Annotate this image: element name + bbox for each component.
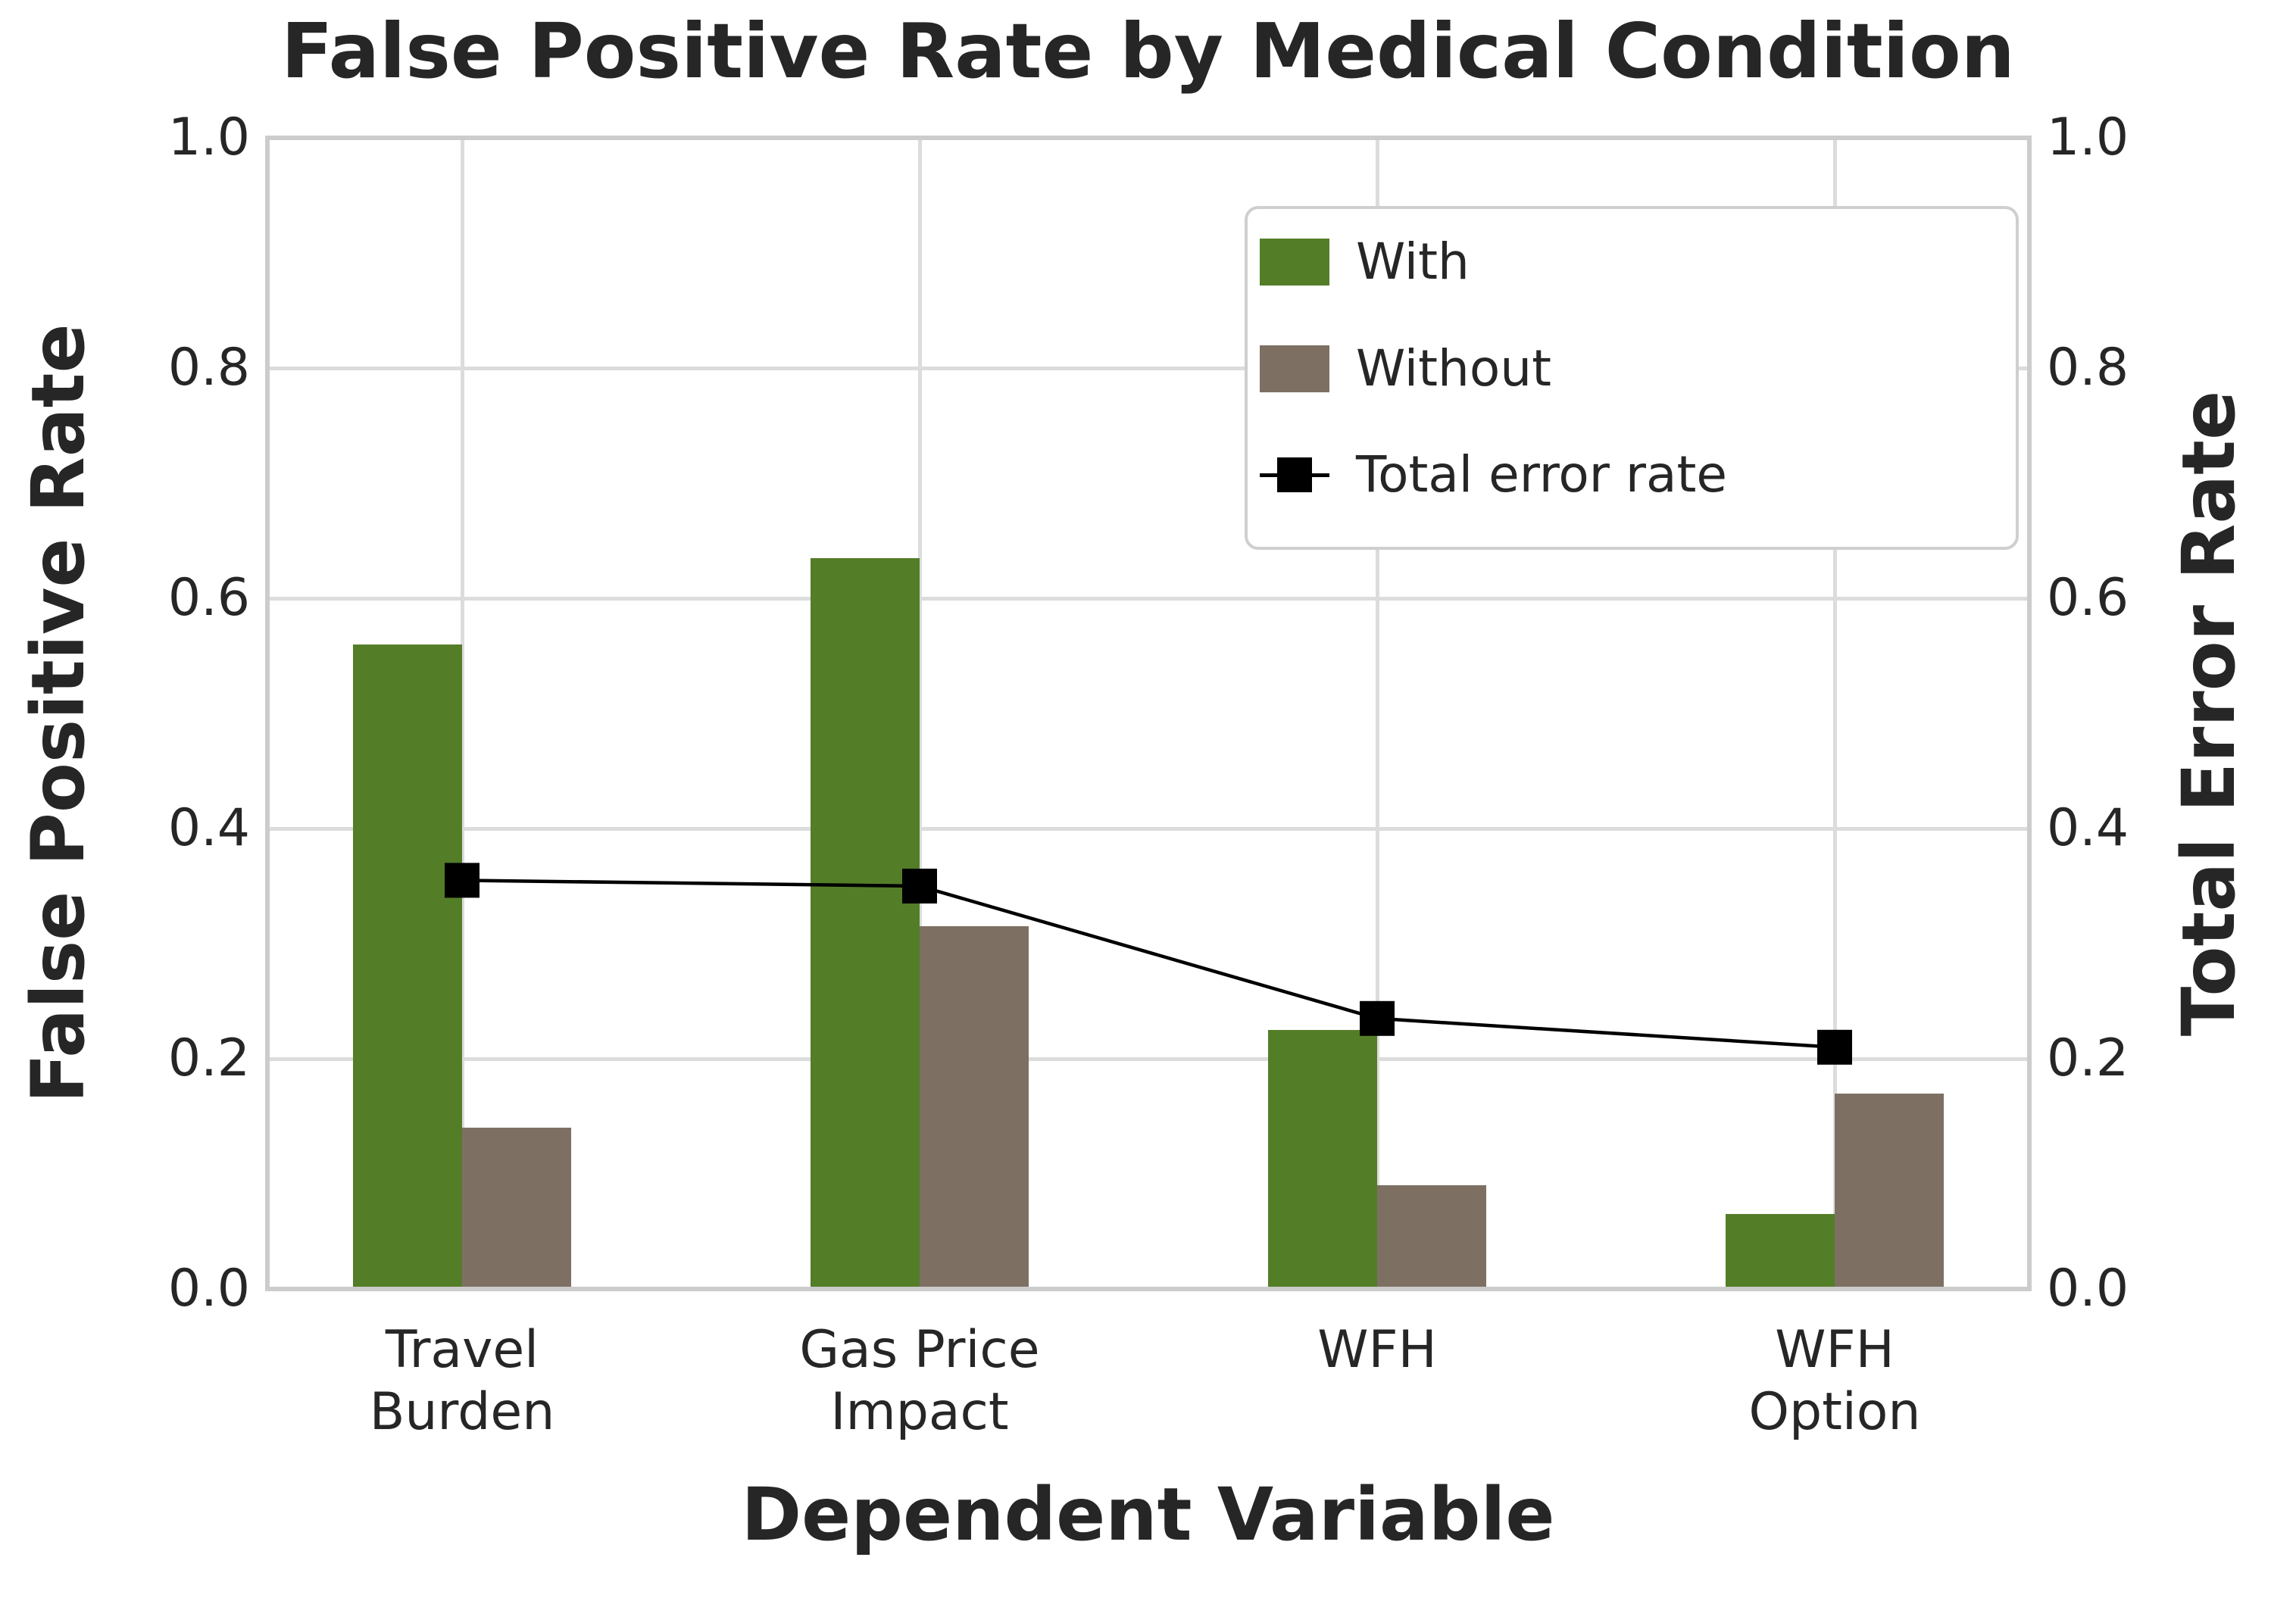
gridline-vertical-0 [460,138,464,1289]
gridline-vertical-1 [917,138,922,1289]
spine-top [267,136,2029,140]
bar-without-3 [1835,1093,1944,1289]
legend-square-marker-icon [1277,457,1312,492]
legend-swatch-with [1260,239,1329,286]
y-tick-left-0.0: 0.0 [167,1259,250,1319]
left-axis-label: False Positive Rate [16,323,101,1103]
legend: With Without Total error rate [1245,206,2019,550]
bar-without-1 [920,926,1029,1289]
y-tick-right-0.0: 0.0 [2047,1259,2129,1319]
spine-right [2027,136,2032,1291]
y-tick-right-0.4: 0.4 [2047,798,2129,858]
y-tick-right-0.6: 0.6 [2047,568,2129,628]
x-tick-line: WFH [1775,1320,1895,1380]
bar-with-2 [1268,1030,1377,1289]
y-tick-right-0.2: 0.2 [2047,1028,2129,1088]
x-tick-travel-burden: Travel Burden [220,1319,704,1443]
legend-label-with: With [1356,233,1470,291]
gridline-horizontal-0.8 [267,366,2029,370]
spine-bottom [267,1287,2029,1291]
total-error-rate-path [461,879,1835,1050]
x-tick-line: Option [1748,1382,1921,1442]
x-tick-line: Impact [830,1382,1009,1442]
y-tick-left-0.4: 0.4 [167,798,250,858]
y-tick-left-0.6: 0.6 [167,568,250,628]
x-axis-label: Dependent Variable [741,1472,1555,1557]
x-tick-wfh: WFH [1135,1319,1620,1381]
bar-with-1 [811,557,920,1289]
x-tick-line: Gas Price [799,1320,1040,1380]
chart-title: False Positive Rate by Medical Condition [281,7,2015,95]
y-tick-left-1.0: 1.0 [167,108,250,167]
x-tick-line: Travel [385,1320,539,1380]
total-error-rate-marker-2 [1360,1000,1395,1036]
x-tick-gas-price-impact: Gas Price Impact [677,1319,1162,1443]
gridline-horizontal-0.2 [267,1056,2029,1061]
legend-item-without: Without [1260,344,1551,394]
gridline-vertical-2 [1375,138,1379,1289]
y-tick-left-0.2: 0.2 [167,1028,250,1088]
y-tick-left-0.8: 0.8 [167,338,250,398]
bar-without-0 [462,1128,571,1289]
legend-item-with: With [1260,237,1470,287]
y-tick-right-1.0: 1.0 [2047,108,2129,167]
bar-with-3 [1726,1214,1835,1289]
total-error-rate-marker-0 [445,863,480,898]
total-error-rate-line [445,863,1852,1065]
legend-label-total-error-rate: Total error rate [1356,445,1727,504]
total-error-rate-marker-1 [902,869,937,903]
spine-left [265,136,270,1291]
bar-with-0 [353,644,462,1289]
x-tick-wfh-option: WFH Option [1592,1319,2077,1443]
y-tick-right-0.8: 0.8 [2047,338,2129,398]
legend-line-marker [1260,451,1329,498]
bar-without-2 [1377,1185,1486,1289]
gridline-horizontal-0.6 [267,596,2029,601]
gridline-horizontal-0.4 [267,826,2029,831]
gridline-vertical-3 [1832,138,1837,1289]
legend-item-total-error-rate: Total error rate [1260,450,1727,500]
legend-label-without: Without [1356,339,1551,398]
right-axis-label: Total Error Rate [2166,390,2251,1037]
x-tick-line: WFH [1317,1320,1437,1380]
x-tick-line: Burden [369,1382,555,1442]
total-error-rate-marker-3 [1817,1029,1852,1065]
legend-swatch-without [1260,345,1329,392]
